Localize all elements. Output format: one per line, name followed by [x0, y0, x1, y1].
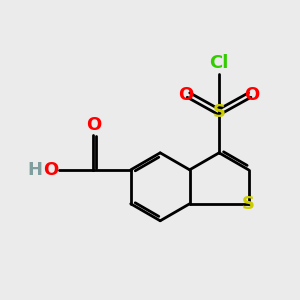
Text: S: S: [242, 195, 255, 213]
Text: H: H: [27, 161, 42, 179]
Text: O: O: [86, 116, 101, 134]
Text: O: O: [178, 86, 194, 104]
Text: O: O: [244, 86, 260, 104]
Text: S: S: [213, 103, 226, 121]
Text: O: O: [43, 161, 58, 179]
Text: Cl: Cl: [209, 54, 229, 72]
